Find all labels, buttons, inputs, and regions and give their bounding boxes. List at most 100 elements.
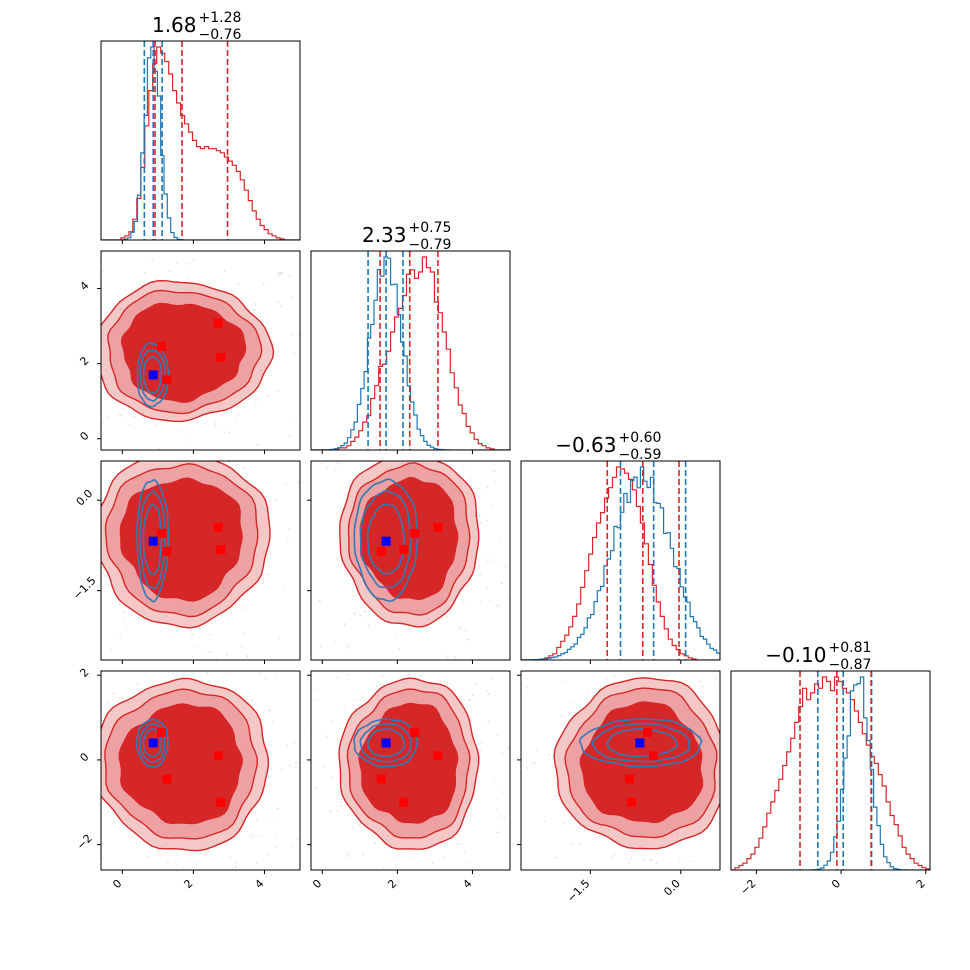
y-tick-label: 2 <box>77 354 91 368</box>
x-tick-label: −1.5 <box>564 877 592 905</box>
contour-panel-2-0 <box>101 461 300 660</box>
secondary-histogram <box>311 256 510 450</box>
truth-marker <box>162 774 172 784</box>
secondary-histogram <box>731 676 930 870</box>
truth-marker <box>156 341 166 351</box>
truth-marker <box>213 318 223 328</box>
contour-panel-3-0 <box>101 672 298 870</box>
truth-markers <box>148 727 226 807</box>
primary-contours <box>101 279 275 423</box>
truth-marker <box>162 546 172 556</box>
y-tick-label: −2 <box>74 832 95 853</box>
secondary-contours <box>578 718 703 768</box>
truth-markers <box>148 522 226 556</box>
panel-title: 1.68 +1.28−0.76 <box>152 10 242 43</box>
truth-marker <box>213 751 223 761</box>
panel-title: 2.33 +0.75−0.79 <box>362 220 451 253</box>
contour-panel-3-2 <box>525 673 720 865</box>
title-lower-error: −0.59 <box>619 447 662 463</box>
truth-marker <box>649 751 659 761</box>
panel-frame <box>310 250 511 451</box>
truth-markers <box>625 727 659 807</box>
panel-frame <box>100 250 301 451</box>
truth-marker <box>433 751 443 761</box>
truth-marker <box>376 546 386 556</box>
truth-marker <box>643 727 653 737</box>
y-tick-label: 0 <box>77 750 91 764</box>
title-upper-error: +0.75 <box>409 220 452 236</box>
title-lower-error: −0.76 <box>199 27 242 43</box>
panel-frame <box>310 460 511 661</box>
truth-marker <box>399 545 409 555</box>
truth-marker <box>410 528 420 538</box>
x-tick-label: 2 <box>914 877 928 891</box>
secondary-truth-marker <box>148 370 158 380</box>
secondary-truth-marker <box>148 738 158 748</box>
x-tick-label: 4 <box>460 877 474 891</box>
truth-markers <box>376 727 443 807</box>
secondary-truth-marker <box>148 536 158 546</box>
x-tick-label: 0 <box>829 877 843 891</box>
truth-marker <box>216 352 226 362</box>
primary-contours <box>553 677 720 850</box>
y-tick-label: 4 <box>77 279 91 293</box>
title-median: 2.33 <box>362 223 407 247</box>
panel-title: −0.10 +0.81−0.87 <box>765 640 871 673</box>
x-tick-label: 2 <box>181 877 195 891</box>
truth-marker <box>433 522 443 532</box>
x-tick-label: 0.0 <box>661 877 683 899</box>
secondary-truth-marker <box>381 536 391 546</box>
panel-frame <box>520 670 721 871</box>
panel-frame <box>730 670 931 871</box>
truth-marker <box>213 522 223 532</box>
secondary-contours <box>136 479 170 603</box>
contour-panel-3-1 <box>311 673 510 870</box>
truth-markers <box>376 522 443 556</box>
title-median: −0.63 <box>555 433 616 457</box>
truth-marker <box>626 797 636 807</box>
truth-marker <box>410 727 420 737</box>
secondary-contours <box>353 718 419 768</box>
truth-marker <box>156 727 166 737</box>
primary-contours <box>338 461 480 628</box>
x-tick-label: 0 <box>310 877 324 891</box>
primary-histogram <box>731 676 930 870</box>
title-median: 1.68 <box>152 13 197 37</box>
truth-marker <box>216 545 226 555</box>
primary-contours <box>101 461 271 629</box>
primary-contours <box>338 677 480 850</box>
secondary-histogram <box>521 466 720 660</box>
y-tick-label: 0.0 <box>74 487 96 509</box>
truth-marker <box>156 528 166 538</box>
secondary-truth-marker <box>635 738 645 748</box>
panel-frame <box>100 460 301 661</box>
secondary-contours <box>353 478 419 602</box>
title-lower-error: −0.87 <box>829 657 872 673</box>
truth-markers <box>148 318 226 385</box>
title-upper-error: +0.60 <box>619 430 662 446</box>
primary-histogram <box>311 256 510 450</box>
x-tick-label: 0 <box>110 877 124 891</box>
truth-marker <box>376 774 386 784</box>
panel-title: −0.63 +0.60−0.59 <box>555 430 661 463</box>
primary-contours <box>101 677 270 852</box>
secondary-histogram <box>101 46 300 240</box>
truth-marker <box>399 797 409 807</box>
title-lower-error: −0.79 <box>409 237 452 253</box>
primary-histogram <box>101 46 300 240</box>
truth-marker <box>625 774 635 784</box>
title-upper-error: +1.28 <box>199 10 242 26</box>
panel-frame <box>520 460 721 661</box>
x-tick-label: −2 <box>738 877 759 898</box>
x-tick-label: 4 <box>252 877 266 891</box>
panel-frame <box>310 670 511 871</box>
x-tick-label: 2 <box>385 877 399 891</box>
title-upper-error: +0.81 <box>829 640 872 656</box>
contour-panel-2-1 <box>311 461 510 659</box>
truth-marker <box>162 375 172 385</box>
secondary-truth-marker <box>381 738 391 748</box>
truth-marker <box>216 797 226 807</box>
panel-frame <box>100 40 301 241</box>
contour-panel-1-0 <box>101 259 300 450</box>
